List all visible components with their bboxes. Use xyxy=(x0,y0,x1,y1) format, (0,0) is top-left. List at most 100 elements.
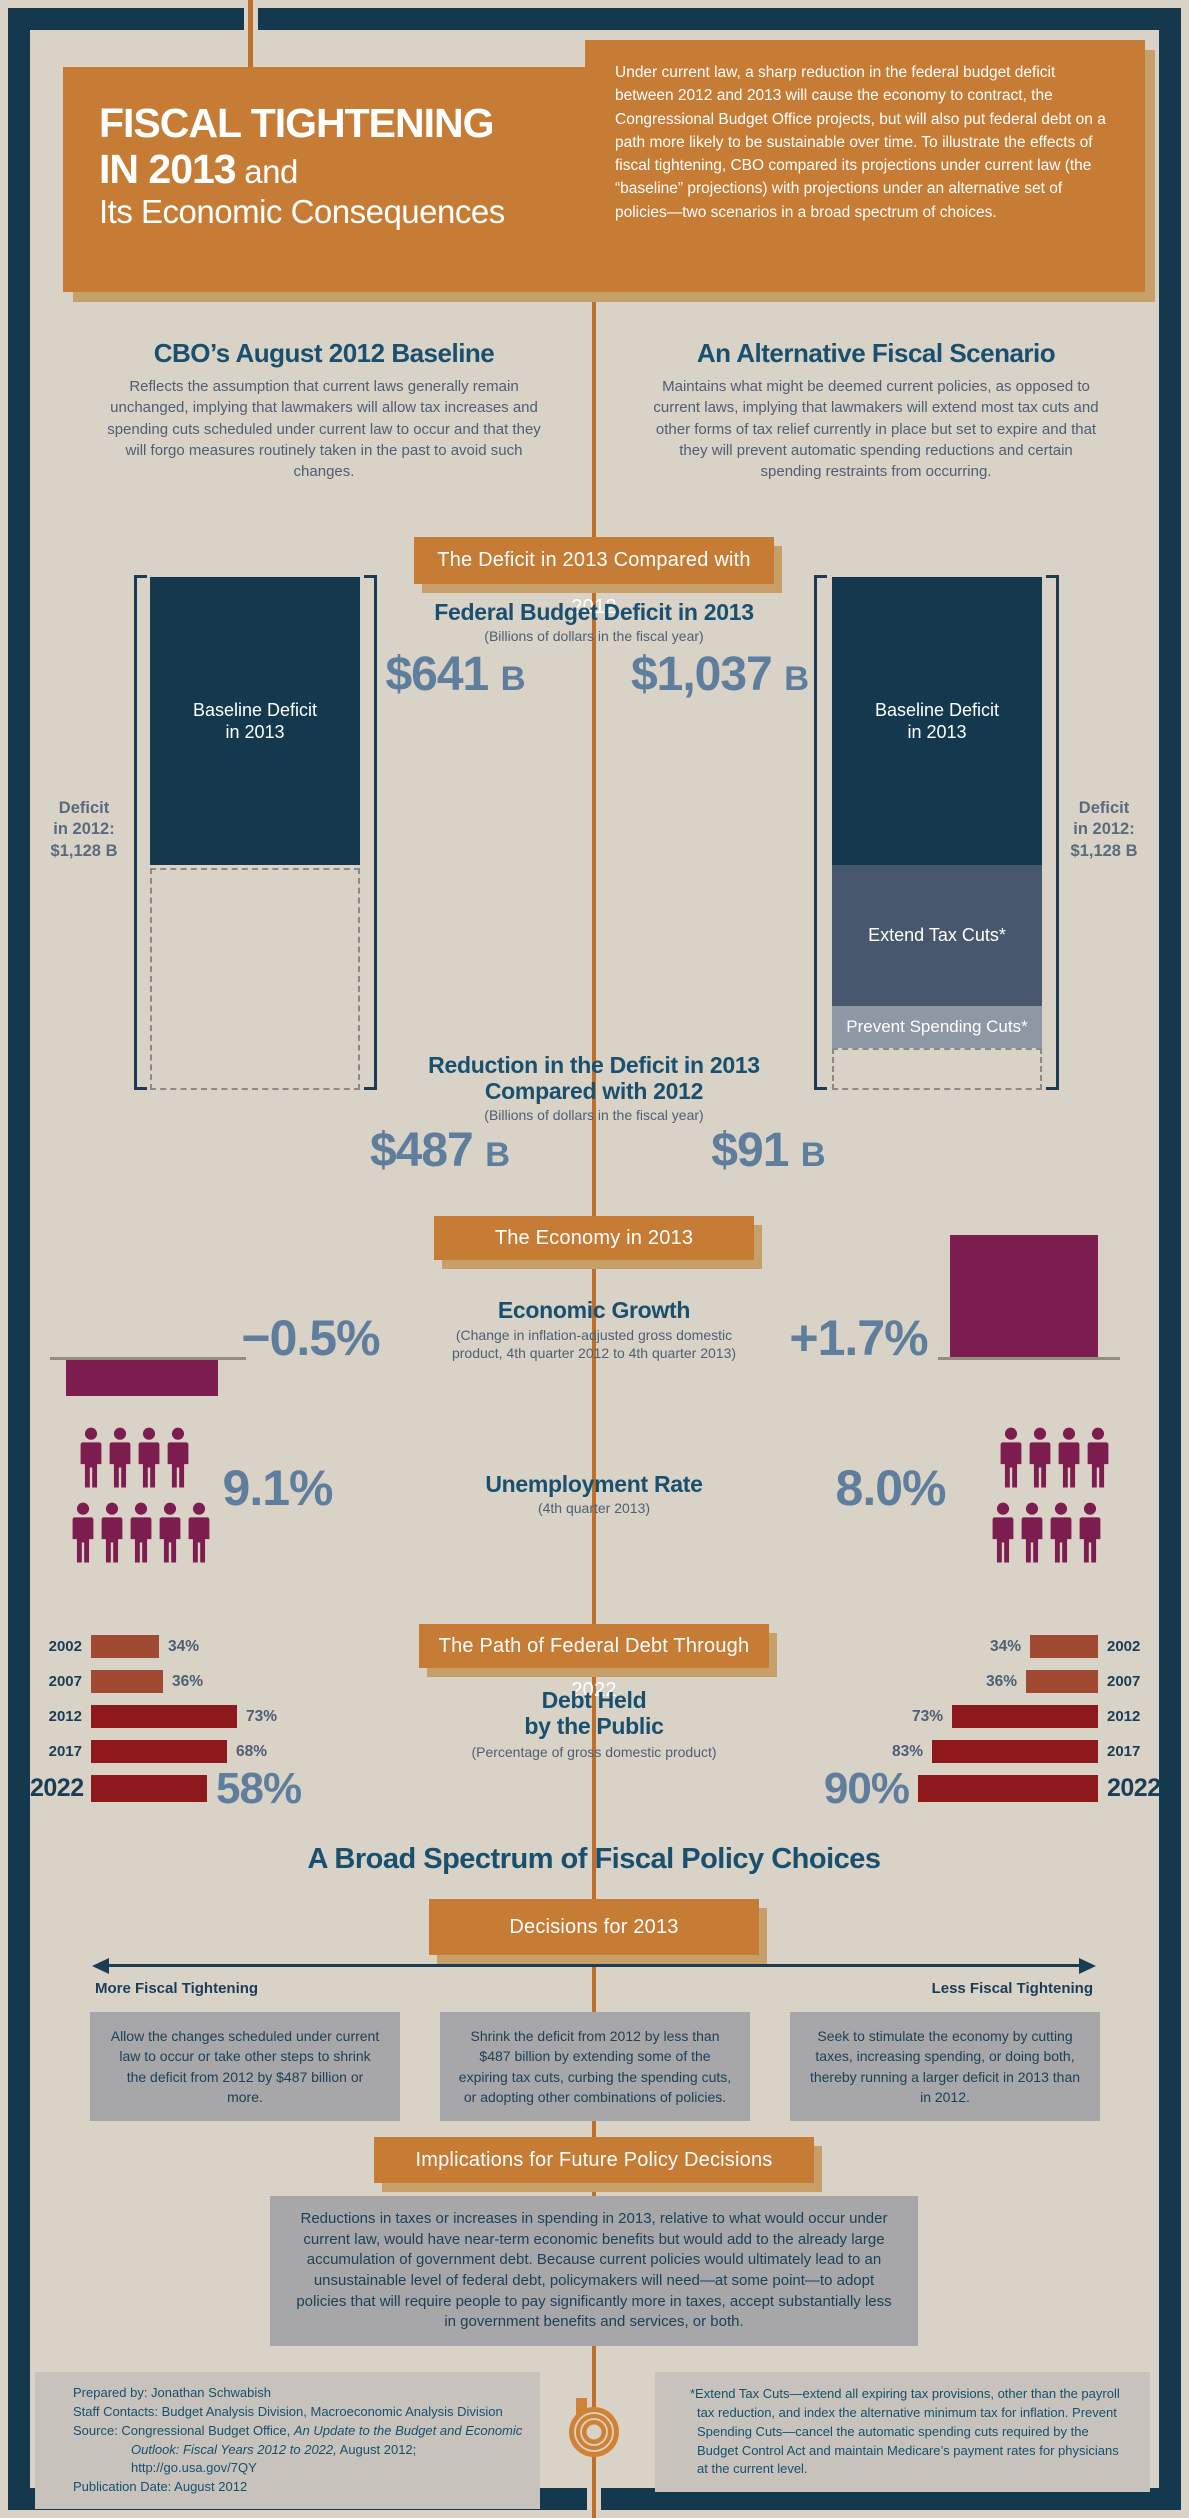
deficit-2012-line1: Deficit xyxy=(58,799,110,817)
person-icon xyxy=(72,1502,94,1563)
implications-banner: Implications for Future Policy Decisions xyxy=(374,2137,814,2183)
debt-row: 2007 36% xyxy=(30,1670,590,1693)
debt-value-label: 34% xyxy=(989,1637,1021,1655)
frame-top-band-left xyxy=(8,8,244,30)
debt-year-label: 2002 xyxy=(48,1638,82,1655)
debt-row: 2022 58% xyxy=(30,1766,590,1810)
prevent-spending-cuts-label: Prevent Spending Cuts* xyxy=(846,1017,1028,1037)
person-icon xyxy=(1021,1502,1043,1563)
footer-source: Source: Congressional Budget Office, An … xyxy=(73,2422,530,2479)
unemployment-baseline-value: 9.1% xyxy=(222,1460,334,1516)
debt-year-label: 2002 xyxy=(1107,1638,1141,1655)
reduction-baseline-unit: B xyxy=(485,1136,510,1174)
person-icon xyxy=(1000,1427,1022,1488)
frame-top-band-right xyxy=(258,8,1181,30)
debt-subtitle: (Percentage of gross domestic product) xyxy=(471,1744,717,1760)
footer-credits-box: Prepared by: Jonathan Schwabish Staff Co… xyxy=(35,2372,540,2510)
deficit-2012-line2: in 2012: xyxy=(53,820,115,839)
alternative-reduction-dashed-box xyxy=(832,1048,1042,1090)
footer-footnote-box: *Extend Tax Cuts—extend all expiring tax… xyxy=(655,2372,1150,2493)
frame-left-band xyxy=(8,8,30,2510)
deficit-baseline-value: $641 B xyxy=(370,648,540,701)
extend-tax-cuts-segment: Extend Tax Cuts* xyxy=(832,865,1042,1006)
debt-value-label: 58% xyxy=(216,1763,302,1813)
deficit-alternative-number: $1,037 xyxy=(630,648,773,701)
debt-value-label: 73% xyxy=(246,1707,278,1725)
debt-bar xyxy=(91,1670,163,1693)
deficit-section-banner: The Deficit in 2013 Compared with 2012 xyxy=(414,537,774,618)
deficit-baseline-number: $641 xyxy=(385,648,489,701)
person-icon xyxy=(130,1502,152,1563)
spectrum-heading: A Broad Spectrum of Fiscal Policy Choice… xyxy=(307,1843,881,1875)
center-divider-line xyxy=(592,296,596,2518)
reduction-alternative-number: $91 xyxy=(711,1124,789,1177)
person-icon xyxy=(101,1502,123,1563)
growth-alternative-value: +1.7% xyxy=(789,1310,928,1366)
alternative-baseline-segment-label: Baseline Deficit in 2013 xyxy=(875,699,999,744)
debt-row: 2017 68% xyxy=(30,1740,590,1763)
debt-bar xyxy=(1030,1635,1098,1658)
baseline-reduction-dashed-box xyxy=(150,868,360,1090)
reduction-heading-line1: Reduction in the Deficit in 2013 xyxy=(428,1052,760,1078)
reduction-heading-line2: Compared with 2012 xyxy=(484,1077,704,1104)
footnote-text: *Extend Tax Cuts—extend all expiring tax… xyxy=(690,2386,1120,2477)
person-icon xyxy=(992,1502,1014,1563)
baseline-bar-label: Baseline Deficit in 2013 xyxy=(193,699,317,744)
reduction-heading: Reduction in the Deficit in 2013 Compare… xyxy=(394,1052,794,1105)
debt-title-line2: by the Public xyxy=(524,1712,664,1739)
debt-row: 83% 2017 xyxy=(599,1740,1159,1763)
arrow-right-icon xyxy=(1079,1957,1096,1974)
reduction-baseline-value: $487 B xyxy=(352,1125,527,1176)
debt-bar xyxy=(91,1740,227,1763)
footer-source-title2: Fiscal Years 2012 to 2022, xyxy=(183,2441,337,2457)
debt-row: 90% 2022 xyxy=(599,1766,1161,1810)
debt-value-label: 90% xyxy=(823,1763,910,1813)
debt-bar xyxy=(918,1775,1098,1802)
person-icon xyxy=(109,1427,131,1488)
prevent-spending-cuts-segment: Prevent Spending Cuts* xyxy=(832,1006,1042,1048)
footer-prepared-by: Prepared by: Jonathan Schwabish xyxy=(73,2385,272,2400)
person-icon xyxy=(1079,1502,1101,1563)
debt-value-label: 36% xyxy=(172,1672,204,1690)
debt-row: 36% 2007 xyxy=(599,1670,1159,1693)
person-icon xyxy=(188,1502,210,1563)
debt-value-label: 68% xyxy=(236,1742,268,1760)
debt-value-label: 34% xyxy=(168,1637,200,1655)
debt-year-label: 2012 xyxy=(1107,1708,1141,1725)
debt-bar xyxy=(932,1740,1098,1763)
debt-bar xyxy=(1026,1670,1098,1693)
intro-paragraph: Under current law, a sharp reduction in … xyxy=(615,64,1106,221)
people-row-baseline-top xyxy=(78,1424,191,1492)
debt-year-label: 2022 xyxy=(1107,1774,1161,1802)
intro-panel: Under current law, a sharp reduction in … xyxy=(585,40,1145,292)
deficit-alternative-value: $1,037 B xyxy=(622,648,817,701)
deficit-2012-right-line2: in 2012: xyxy=(1073,820,1135,839)
alternative-bar-right-bracket xyxy=(1046,575,1059,1090)
cbo-logo-icon xyxy=(569,2398,619,2457)
growth-subtitle: (Change in inflation-adjusted gross dome… xyxy=(429,1327,759,1362)
reduction-alternative-unit: B xyxy=(800,1136,826,1174)
frame-right-band xyxy=(1159,8,1181,2510)
title-block: FISCAL TIGHTENING IN 2013 and Its Econom… xyxy=(63,67,585,292)
person-icon xyxy=(159,1502,181,1563)
deficit-chart-title: Federal Budget Deficit in 2013 xyxy=(434,599,754,625)
debt-value-label: 83% xyxy=(891,1742,923,1760)
footer-staff-contacts: Staff Contacts: Budget Analysis Division… xyxy=(73,2403,503,2419)
page-title-line2-light: and xyxy=(235,152,298,190)
debt-bar xyxy=(952,1705,1098,1728)
growth-title: Economic Growth xyxy=(497,1297,691,1323)
debt-section-banner: The Path of Federal Debt Through 2022 xyxy=(419,1624,769,1701)
unemployment-title: Unemployment Rate xyxy=(485,1471,703,1497)
growth-baseline-axis-right xyxy=(938,1357,1120,1360)
arrow-left-icon xyxy=(92,1957,109,1974)
baseline-bar-left-bracket xyxy=(134,575,147,1090)
spectrum-arrow-line xyxy=(108,1964,1080,1967)
people-row-alternative-bottom xyxy=(990,1499,1103,1567)
person-icon xyxy=(1087,1427,1109,1488)
deficit-2012-right-line1: Deficit xyxy=(1078,799,1130,817)
person-icon xyxy=(80,1427,102,1488)
page-title-line2-bold: IN 2013 xyxy=(99,145,237,192)
page-title-line2: IN 2013 and xyxy=(99,145,585,193)
deficit-2012-label-right: Deficit in 2012: $1,128 B xyxy=(1056,798,1152,862)
